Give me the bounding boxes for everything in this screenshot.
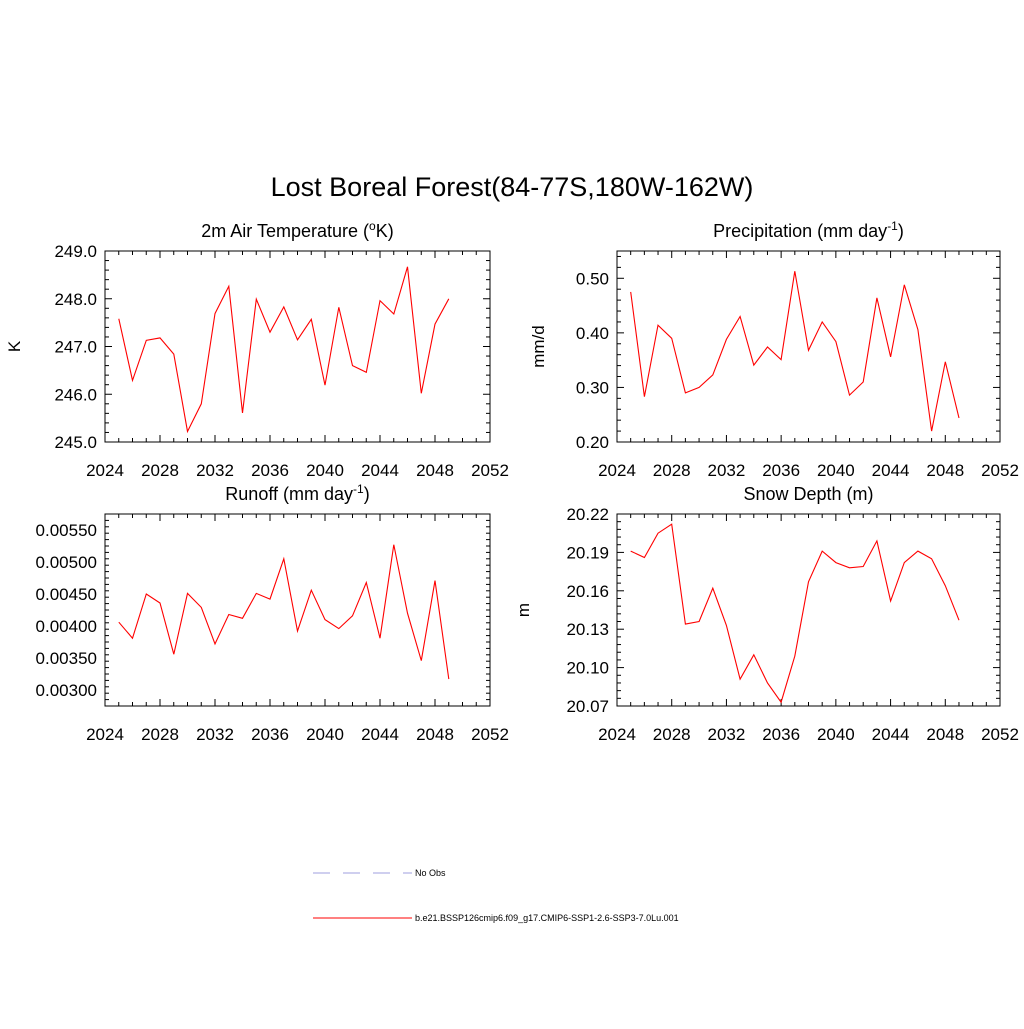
panel-title-sup: o: [369, 219, 376, 233]
plot-frame: [616, 250, 1001, 443]
x-tick-label: 2048: [416, 461, 454, 480]
x-tick-label: 2040: [817, 461, 855, 480]
panel-title-text: Precipitation (mm day: [713, 221, 887, 241]
x-tick-label: 2052: [471, 461, 509, 480]
x-tick-label: 2036: [251, 461, 289, 480]
x-tick-label: 2032: [196, 725, 234, 744]
panels: 2024 2028 2032 2036 2040 2044 2048 2052 245.0 246…: [5, 219, 1019, 744]
y-tick-label: 246.0: [54, 385, 97, 404]
y-tick-label: 245.0: [54, 433, 97, 452]
legend: No Obs b.e21.BSSP126cmip6.f09_g17.CMIP6-S…: [313, 868, 679, 923]
panel-title-sup: -1: [887, 219, 898, 233]
y-axis-label: K: [5, 340, 24, 352]
y-tick-label: 20.22: [566, 505, 609, 524]
x-tick-label: 2032: [708, 461, 746, 480]
y-tick-label: 20.19: [566, 543, 609, 562]
x-tick-label: 2044: [872, 725, 910, 744]
x-tick-label: 2052: [981, 461, 1019, 480]
y-tick-label: 248.0: [54, 290, 97, 309]
legend-label: No Obs: [415, 868, 446, 878]
main-title: Lost Boreal Forest(84-77S,180W-162W): [271, 172, 754, 202]
x-tick-label: 2024: [86, 461, 124, 480]
y-tick-label: 0.40: [576, 324, 609, 343]
y-axis-label: m: [514, 603, 533, 617]
panel-1: 2024 2028 2032 2036 2040 2044 2048 2052 245.0 246…: [5, 219, 509, 480]
x-tick-label: 2028: [141, 461, 179, 480]
x-tick-label: 2040: [306, 461, 344, 480]
panel-title-post: ): [364, 484, 370, 504]
x-tick-label: 2036: [251, 725, 289, 744]
x-tick-label: 2044: [361, 461, 399, 480]
series-line-1: [630, 271, 960, 432]
y-tick-label: 0.30: [576, 378, 609, 397]
legend-label: b.e21.BSSP126cmip6.f09_g17.CMIP6-SSP1-2.…: [415, 913, 679, 923]
x-tick-label: 2024: [598, 461, 636, 480]
x-tick-label: 2024: [598, 725, 636, 744]
x-tick-label: 2028: [653, 725, 691, 744]
y-tick-label: 0.00550: [36, 521, 97, 540]
y-tick-label: 0.00500: [36, 553, 97, 572]
panel-title: Precipitation (mm day-1): [713, 219, 904, 241]
panel-title-text: 2m Air Temperature (: [201, 221, 369, 241]
panel-title-sup: -1: [353, 482, 364, 496]
x-tick-label: 2052: [981, 725, 1019, 744]
x-tick-label: 2024: [86, 725, 124, 744]
x-tick-label: 2036: [762, 461, 800, 480]
y-tick-label: 0.50: [576, 269, 609, 288]
plot-frame: [104, 250, 491, 443]
x-tick-label: 2040: [817, 725, 855, 744]
x-tick-label: 2048: [926, 461, 964, 480]
x-tick-label: 2032: [708, 725, 746, 744]
panel-title: Runoff (mm day-1): [225, 482, 369, 504]
x-tick-label: 2044: [872, 461, 910, 480]
x-tick-label: 2048: [416, 725, 454, 744]
panel-title: 2m Air Temperature (oK): [201, 219, 393, 241]
x-tick-label: 2052: [471, 725, 509, 744]
panel-4: 2024 2028 2032 2036 2040 2044 2048 2052 20.07 20.…: [514, 484, 1019, 744]
panel-title-text: Runoff (mm day: [225, 484, 353, 504]
y-tick-label: 0.00400: [36, 617, 97, 636]
plot-frame: [104, 513, 491, 707]
y-tick-label: 0.20: [576, 433, 609, 452]
panel-2: 2024 2028 2032 2036 2040 2044 2048 2052 0.20 0.30…: [529, 219, 1019, 480]
y-tick-label: 0.00350: [36, 649, 97, 668]
y-tick-label: 249.0: [54, 242, 97, 261]
y-tick-label: 20.13: [566, 620, 609, 639]
series-line-1: [118, 266, 450, 434]
y-tick-label: 20.16: [566, 582, 609, 601]
legend-entry-2: b.e21.BSSP126cmip6.f09_g17.CMIP6-SSP1-2.…: [313, 913, 679, 923]
x-tick-label: 2036: [762, 725, 800, 744]
y-tick-label: 247.0: [54, 338, 97, 357]
x-tick-label: 2028: [653, 461, 691, 480]
x-tick-label: 2040: [306, 725, 344, 744]
x-tick-label: 2032: [196, 461, 234, 480]
x-tick-label: 2028: [141, 725, 179, 744]
x-tick-label: 2044: [361, 725, 399, 744]
y-axis-label: mm/d: [529, 325, 548, 368]
series-line-1: [118, 544, 450, 680]
panel-3: 2024 2028 2032 2036 2040 2044 2048 2052 0.00300 0…: [36, 482, 509, 744]
y-tick-label: 0.00300: [36, 681, 97, 700]
y-tick-label: 20.10: [566, 659, 609, 678]
legend-entry-1: No Obs: [313, 868, 446, 878]
y-tick-label: 0.00450: [36, 585, 97, 604]
panel-title-post: K): [376, 221, 394, 241]
panel-title: Snow Depth (m): [743, 484, 873, 504]
panel-title-post: ): [898, 221, 904, 241]
panel-title-text: Snow Depth (m): [743, 484, 873, 504]
x-tick-label: 2048: [926, 725, 964, 744]
y-tick-label: 20.07: [566, 697, 609, 716]
series-line-1: [630, 523, 960, 704]
